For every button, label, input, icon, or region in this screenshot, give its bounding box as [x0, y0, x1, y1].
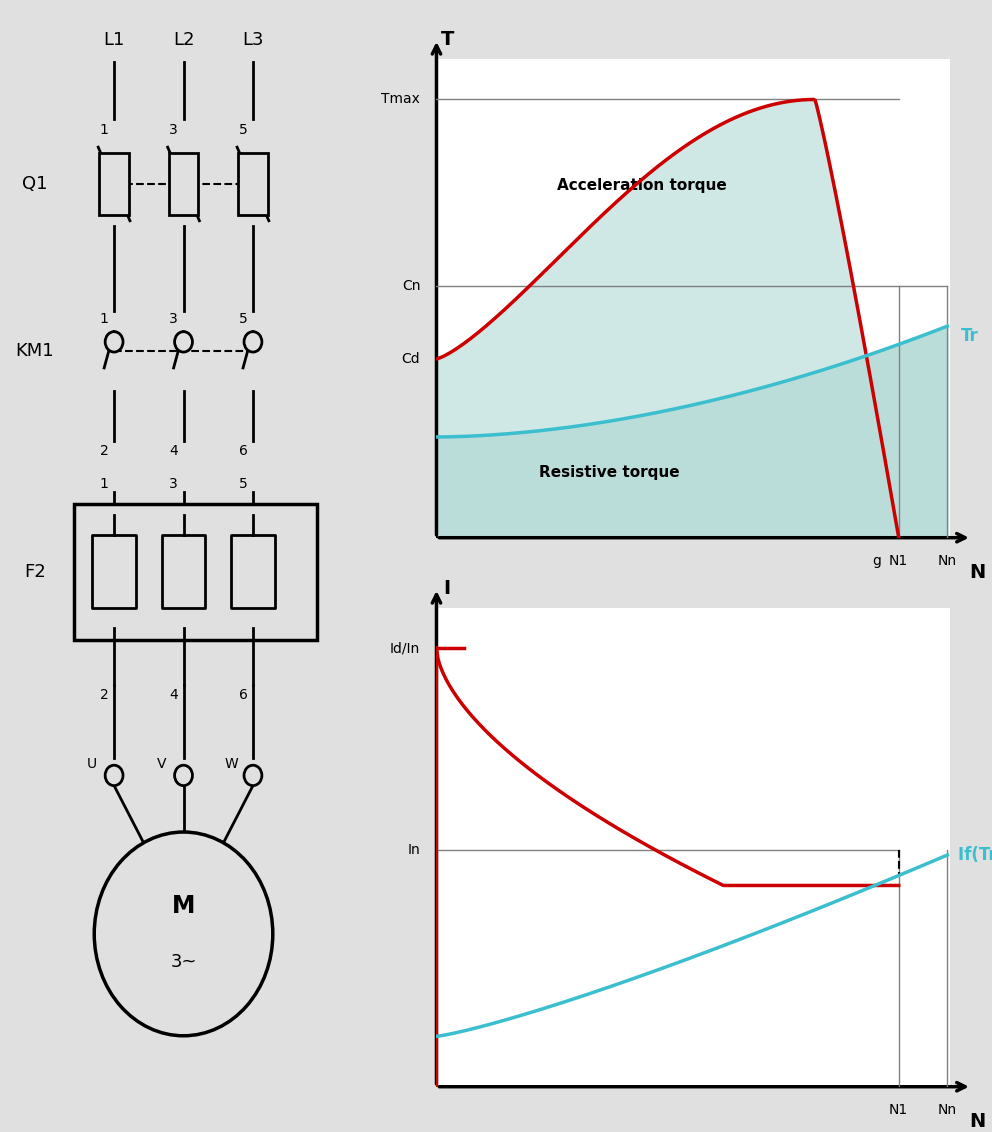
Text: T: T	[440, 31, 454, 49]
Text: M: M	[172, 893, 195, 918]
Text: 2: 2	[100, 688, 108, 702]
Text: Tmax: Tmax	[381, 93, 421, 106]
Circle shape	[175, 332, 192, 352]
Text: 4: 4	[170, 688, 178, 702]
Text: 3: 3	[170, 123, 178, 137]
Text: 4: 4	[170, 444, 178, 457]
Text: In: In	[408, 843, 421, 857]
Text: 1: 1	[100, 312, 108, 326]
Circle shape	[175, 765, 192, 786]
Text: L3: L3	[242, 31, 264, 49]
Text: 1: 1	[100, 123, 108, 137]
Text: Q1: Q1	[22, 175, 48, 192]
Text: L2: L2	[173, 31, 194, 49]
Text: Cd: Cd	[402, 352, 421, 366]
Text: Resistive torque: Resistive torque	[540, 465, 680, 480]
Bar	[74, 504, 317, 640]
Circle shape	[105, 332, 123, 352]
Text: W: W	[224, 757, 238, 771]
Text: N1: N1	[889, 555, 909, 568]
Bar	[99, 153, 129, 215]
Text: 6: 6	[239, 444, 247, 457]
Circle shape	[105, 765, 123, 786]
Text: 3: 3	[170, 478, 178, 491]
Text: Nn: Nn	[937, 1104, 957, 1117]
Circle shape	[244, 765, 262, 786]
Text: 3~: 3~	[171, 953, 196, 971]
Text: F2: F2	[24, 563, 46, 581]
Text: KM1: KM1	[16, 342, 54, 360]
Text: N1: N1	[889, 1104, 909, 1117]
Circle shape	[94, 832, 273, 1036]
Text: Tr: Tr	[961, 327, 979, 345]
Text: Cn: Cn	[402, 278, 421, 293]
Text: 2: 2	[100, 444, 108, 457]
Text: L1: L1	[103, 31, 125, 49]
Text: 5: 5	[239, 123, 247, 137]
Text: 3: 3	[170, 312, 178, 326]
Text: 5: 5	[239, 312, 247, 326]
Text: Nn: Nn	[937, 555, 957, 568]
Text: I: I	[443, 580, 450, 598]
Text: 5: 5	[239, 478, 247, 491]
Text: g: g	[873, 555, 882, 568]
Text: 1: 1	[100, 478, 108, 491]
Bar	[238, 153, 268, 215]
Text: Acceleration torque: Acceleration torque	[558, 178, 727, 192]
Text: N: N	[969, 1112, 985, 1131]
Text: V: V	[157, 757, 167, 771]
Text: 6: 6	[239, 688, 247, 702]
Circle shape	[244, 332, 262, 352]
Text: N: N	[969, 563, 985, 582]
Text: U: U	[87, 757, 97, 771]
Text: If(Tr ): If(Tr )	[958, 847, 992, 865]
Text: Id/In: Id/In	[390, 642, 421, 655]
Bar	[169, 153, 198, 215]
